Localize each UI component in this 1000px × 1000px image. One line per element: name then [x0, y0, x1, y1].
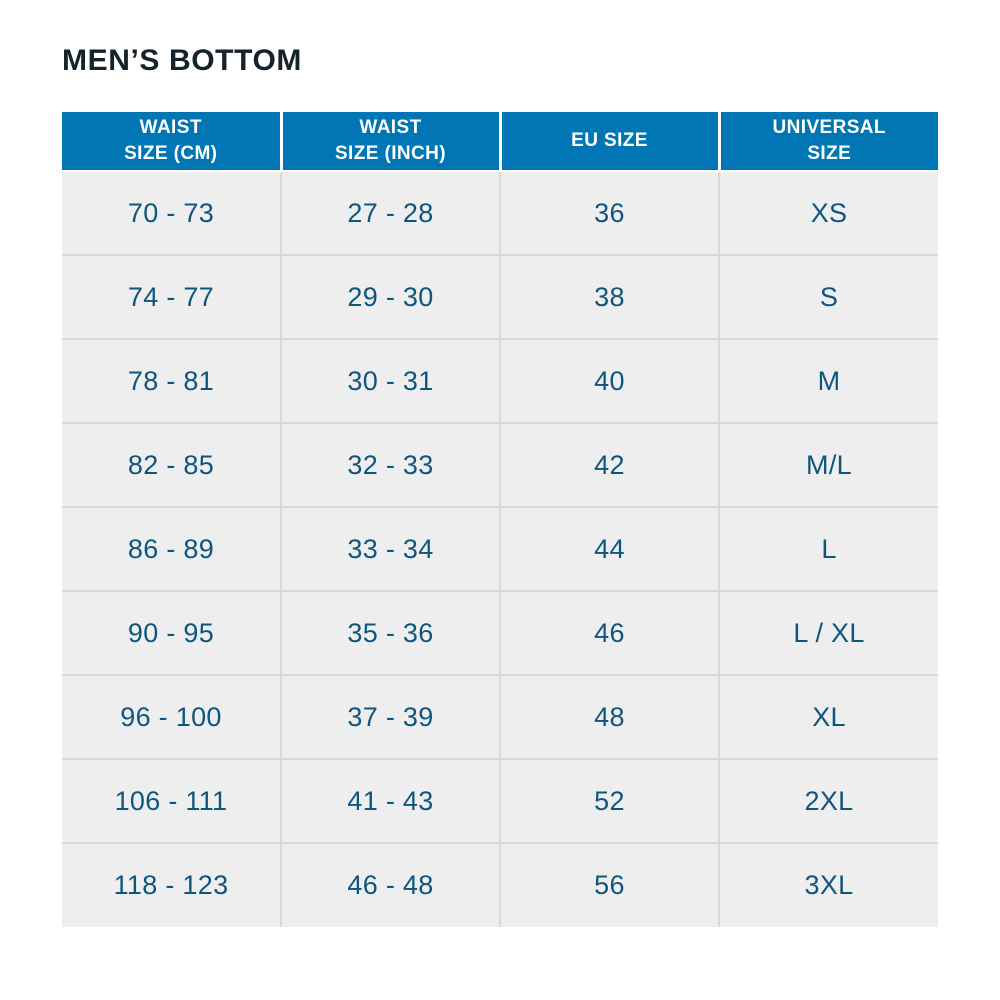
size-chart-header: WAIST SIZE (CM) WAIST SIZE (INCH) EU SIZ… — [62, 112, 938, 172]
cell-eu-size: 36 — [499, 171, 719, 255]
cell-eu-size: 38 — [499, 254, 719, 339]
cell-waist-cm: 90 - 95 — [62, 590, 281, 675]
table-row: 96 - 100 37 - 39 48 XL — [62, 674, 938, 759]
cell-waist-inch: 46 - 48 — [280, 842, 500, 927]
cell-waist-inch: 27 - 28 — [280, 171, 500, 255]
table-row: 118 - 123 46 - 48 56 3XL — [62, 842, 938, 927]
cell-waist-cm: 86 - 89 — [62, 506, 281, 591]
cell-waist-cm: 106 - 111 — [62, 758, 281, 843]
table-row: 74 - 77 29 - 30 38 S — [62, 254, 938, 339]
cell-eu-size: 56 — [499, 842, 719, 927]
cell-universal: XL — [718, 674, 938, 759]
cell-waist-inch: 30 - 31 — [280, 338, 500, 423]
cell-universal: XS — [718, 171, 938, 255]
cell-universal: M — [718, 338, 938, 423]
cell-eu-size: 46 — [499, 590, 719, 675]
table-row: 86 - 89 33 - 34 44 L — [62, 506, 938, 591]
cell-waist-inch: 37 - 39 — [280, 674, 500, 759]
cell-waist-cm: 118 - 123 — [62, 842, 281, 927]
cell-eu-size: 44 — [499, 506, 719, 591]
cell-universal: 2XL — [718, 758, 938, 843]
cell-waist-inch: 32 - 33 — [280, 422, 500, 507]
size-chart-table: WAIST SIZE (CM) WAIST SIZE (INCH) EU SIZ… — [62, 112, 938, 927]
column-header-waist-cm: WAIST SIZE (CM) — [62, 112, 281, 172]
size-chart-body: 70 - 73 27 - 28 36 XS 74 - 77 29 - 30 38… — [62, 171, 938, 927]
cell-universal: M/L — [718, 422, 938, 507]
table-row: 78 - 81 30 - 31 40 M — [62, 338, 938, 423]
cell-waist-inch: 35 - 36 — [280, 590, 500, 675]
cell-universal: S — [718, 254, 938, 339]
cell-universal: L — [718, 506, 938, 591]
column-header-waist-inch: WAIST SIZE (INCH) — [279, 112, 500, 172]
cell-waist-cm: 74 - 77 — [62, 254, 281, 339]
table-row: 70 - 73 27 - 28 36 XS — [62, 171, 938, 255]
cell-universal: 3XL — [718, 842, 938, 927]
cell-waist-inch: 41 - 43 — [280, 758, 500, 843]
page: MEN’S BOTTOM WAIST SIZE (CM) WAIST SIZE … — [62, 44, 938, 927]
cell-waist-cm: 70 - 73 — [62, 171, 281, 255]
cell-universal: L / XL — [718, 590, 938, 675]
column-header-universal: UNIVERSAL SIZE — [717, 112, 938, 172]
cell-waist-inch: 33 - 34 — [280, 506, 500, 591]
cell-waist-cm: 82 - 85 — [62, 422, 281, 507]
cell-eu-size: 48 — [499, 674, 719, 759]
cell-waist-inch: 29 - 30 — [280, 254, 500, 339]
table-row: 82 - 85 32 - 33 42 M/L — [62, 422, 938, 507]
page-title: MEN’S BOTTOM — [62, 44, 302, 77]
table-row: 106 - 111 41 - 43 52 2XL — [62, 758, 938, 843]
cell-eu-size: 52 — [499, 758, 719, 843]
cell-eu-size: 40 — [499, 338, 719, 423]
cell-waist-cm: 78 - 81 — [62, 338, 281, 423]
column-header-eu-size: EU SIZE — [498, 112, 719, 172]
header-row: WAIST SIZE (CM) WAIST SIZE (INCH) EU SIZ… — [62, 112, 938, 172]
cell-eu-size: 42 — [499, 422, 719, 507]
cell-waist-cm: 96 - 100 — [62, 674, 281, 759]
table-row: 90 - 95 35 - 36 46 L / XL — [62, 590, 938, 675]
